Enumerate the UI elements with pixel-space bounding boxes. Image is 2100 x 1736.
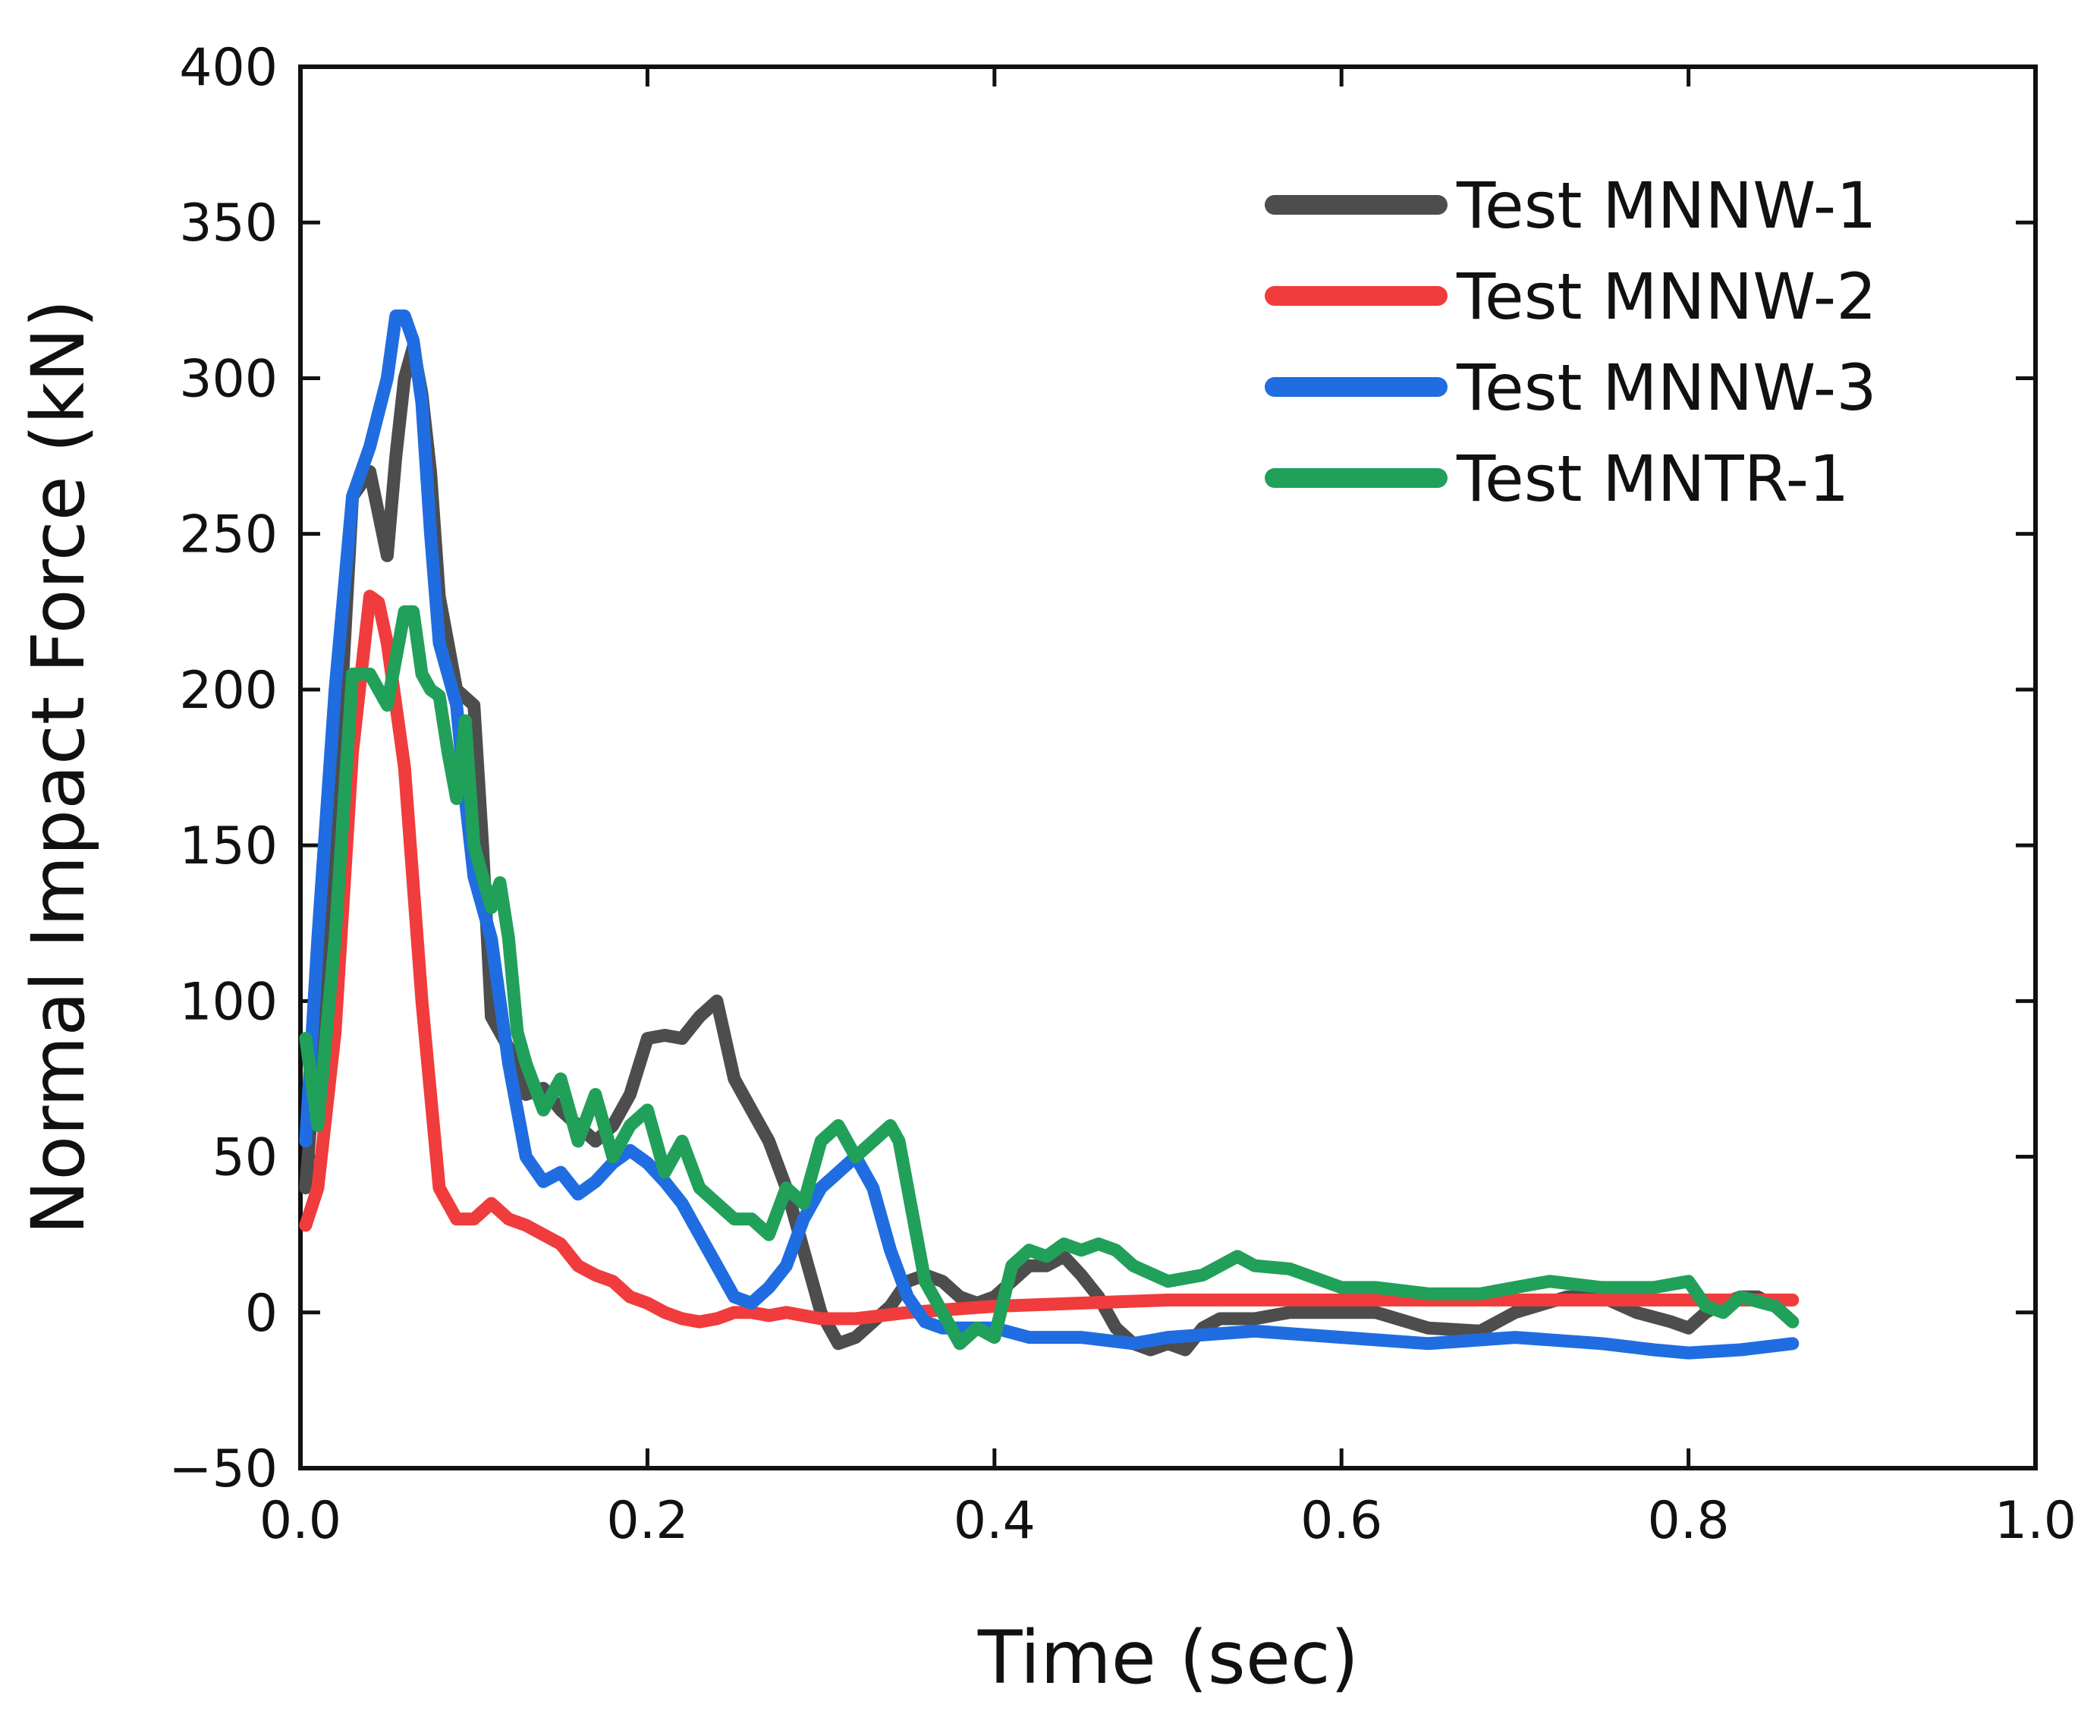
y-tick-label: 200 bbox=[179, 661, 278, 721]
series-line-3 bbox=[299, 309, 1800, 1360]
y-tick-label: 50 bbox=[212, 1128, 278, 1188]
series-line-2 bbox=[299, 590, 1800, 1329]
y-tick-label: 400 bbox=[179, 38, 278, 98]
y-tick-label: 100 bbox=[179, 972, 278, 1032]
x-tick-label: 0.2 bbox=[606, 1491, 688, 1551]
x-tick-label: 0.0 bbox=[259, 1491, 341, 1551]
series-lines bbox=[299, 309, 1800, 1360]
legend-label-4: Test MNTR-1 bbox=[1456, 442, 1849, 516]
y-tick-label: 250 bbox=[179, 505, 278, 565]
legend-label-1: Test MNNW-1 bbox=[1456, 168, 1877, 243]
x-tick-label: 0.6 bbox=[1300, 1491, 1382, 1551]
x-tick-label: 1.0 bbox=[1995, 1491, 2076, 1551]
x-axis-title: Time (sec) bbox=[977, 1615, 1359, 1700]
x-tick-label: 0.8 bbox=[1648, 1491, 1730, 1551]
y-tick-label: 300 bbox=[179, 349, 278, 409]
axis-tick-labels: 0.0 0.2 0.4 0.6 0.8 1.0 −50 0 50 100 150 200 250 300 3… bbox=[168, 38, 2076, 1551]
plot-frame bbox=[298, 64, 2038, 1470]
y-axis-title: Normal Impact Force (kN) bbox=[16, 300, 101, 1235]
x-tick-label: 0.4 bbox=[954, 1491, 1036, 1551]
y-tick-label: 0 bbox=[245, 1284, 278, 1344]
y-tick-label: −50 bbox=[168, 1439, 278, 1499]
legend: Test MNNW-1 Test MNNW-2 Test MNNW-3 Test MN… bbox=[1265, 168, 1877, 516]
legend-label-3: Test MNNW-3 bbox=[1456, 351, 1877, 425]
y-tick-label: 150 bbox=[179, 816, 278, 876]
y-tick-label: 350 bbox=[179, 193, 278, 253]
series-line-4 bbox=[299, 605, 1800, 1351]
legend-label-2: Test MNNW-2 bbox=[1456, 259, 1877, 334]
